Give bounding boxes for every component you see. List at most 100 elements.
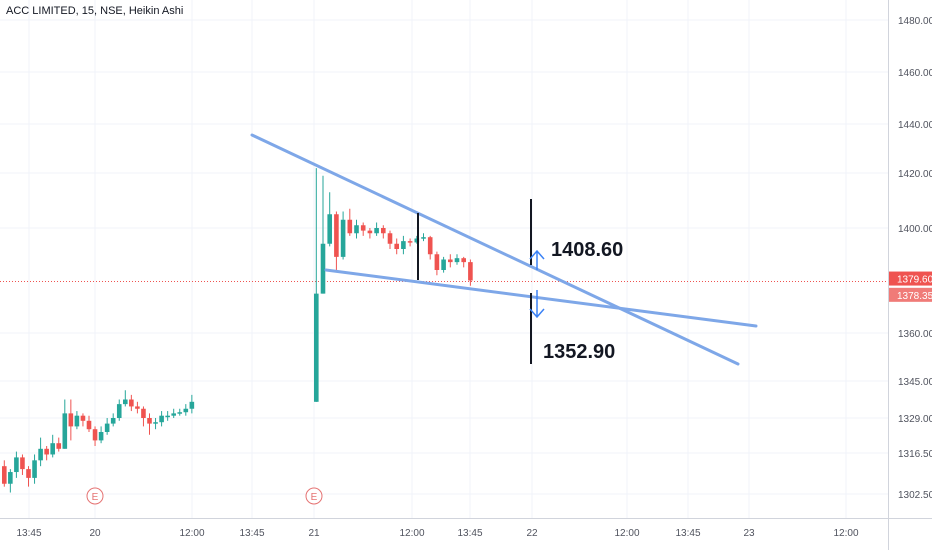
y-tick-label: 1345.00 (898, 377, 932, 388)
x-tick-label: 12:00 (833, 528, 858, 539)
candle-body (340, 219, 346, 257)
candle-body (98, 432, 104, 441)
candle-body (32, 460, 37, 478)
price-label-box (889, 287, 932, 302)
candle-body (147, 418, 152, 424)
price-label-text: 1379.60 (897, 275, 932, 286)
candle-body (320, 243, 326, 294)
candle-body (434, 254, 440, 270)
candle-body (129, 399, 134, 407)
x-tick-label: 12:00 (614, 528, 639, 539)
candle-body (56, 443, 62, 449)
candle-body (62, 413, 68, 449)
y-tick-label: 1460.00 (898, 68, 932, 79)
candle-body (74, 415, 80, 427)
chart-title: ACC LIMITED, 15, NSE, Heikin Ashi (6, 5, 184, 17)
candle-body (314, 293, 319, 402)
candle-body (461, 258, 466, 263)
trendlines[interactable] (250, 133, 758, 366)
candle-body (38, 448, 43, 461)
candle-body (394, 243, 399, 249)
x-tick-label: 22 (526, 528, 538, 539)
candle-body (334, 214, 339, 257)
x-axis[interactable]: 13:45 20 12:00 13:45 21 12:00 13:45 22 12:00 13:4… (0, 518, 932, 540)
candle-body (381, 228, 386, 234)
candle-body (80, 415, 86, 421)
earnings-marker[interactable] (305, 487, 323, 505)
candle-body (367, 230, 373, 234)
earnings-marker-label: E (311, 492, 318, 503)
x-tick-label: 20 (89, 528, 101, 539)
y-tick-label: 1316.50 (898, 449, 932, 460)
candle-body (50, 443, 55, 455)
candle-body (427, 237, 433, 255)
y-tick-label: 1400.00 (898, 224, 932, 235)
candle-body (360, 225, 366, 231)
annotation-lower-target: 1352.90 (543, 341, 615, 363)
candle-body (414, 238, 420, 243)
trendline[interactable] (324, 268, 758, 328)
candle-body (401, 241, 406, 249)
candle-body (441, 259, 446, 270)
candle-body (374, 228, 379, 234)
x-tick-label: 23 (743, 528, 755, 539)
y-axis[interactable]: 1480.00 1460.00 1440.00 1420.00 1400.00 1360.… (888, 0, 932, 550)
candle-body (8, 472, 13, 484)
trendline[interactable] (250, 133, 740, 366)
candle-body (354, 225, 359, 234)
y-tick-label: 1302.50 (898, 490, 932, 501)
arrow-down-icon (529, 290, 545, 319)
candle-body (153, 422, 158, 424)
arrow-up-icon (529, 249, 545, 270)
annotations: 1408.60 1352.90 (417, 199, 623, 364)
annotation-upper-target: 1408.60 (551, 239, 623, 261)
candle-body (104, 423, 110, 432)
earnings-marker-label: E (92, 492, 99, 503)
x-tick-label: 21 (308, 528, 320, 539)
candle-body (116, 404, 122, 418)
candle-body (454, 258, 460, 263)
candle-body (2, 466, 7, 484)
x-tick-label: 13:45 (239, 528, 264, 539)
x-tick-label: 12:00 (399, 528, 424, 539)
candle-body (407, 241, 413, 243)
candles (2, 168, 473, 493)
candle-body (347, 219, 353, 234)
candle-body (387, 233, 393, 244)
candle-body (86, 420, 92, 430)
candle-body (468, 262, 473, 281)
x-tick-label: 13:45 (16, 528, 41, 539)
candle-body (135, 406, 140, 409)
x-tick-label: 12:00 (179, 528, 204, 539)
candle-body (165, 415, 170, 418)
y-tick-label: 1480.00 (898, 16, 932, 27)
x-tick-label: 13:45 (675, 528, 700, 539)
candle-body (171, 413, 176, 416)
candle-body (20, 457, 25, 470)
y-tick-label: 1360.00 (898, 329, 932, 340)
candle-body (92, 429, 98, 441)
candle-body (14, 457, 19, 473)
candle-body (44, 448, 49, 455)
candle-body (183, 408, 189, 413)
candle-body (141, 408, 146, 418)
price-label-box (889, 271, 932, 286)
candle-body (110, 418, 116, 424)
candle-body (26, 469, 31, 478)
candle-body (448, 259, 453, 263)
candle-body (189, 401, 195, 409)
y-tick-label: 1329.00 (898, 414, 932, 425)
y-tick-label: 1440.00 (898, 120, 932, 131)
candle-body (421, 237, 426, 239)
x-tick-label: 13:45 (457, 528, 482, 539)
candle-body (159, 415, 164, 423)
earnings-marker[interactable] (86, 487, 104, 505)
candle-body (327, 214, 332, 244)
candle-body (68, 413, 74, 427)
y-tick-label: 1420.00 (898, 169, 932, 180)
candle-body (177, 412, 183, 414)
candle-body (123, 399, 128, 405)
